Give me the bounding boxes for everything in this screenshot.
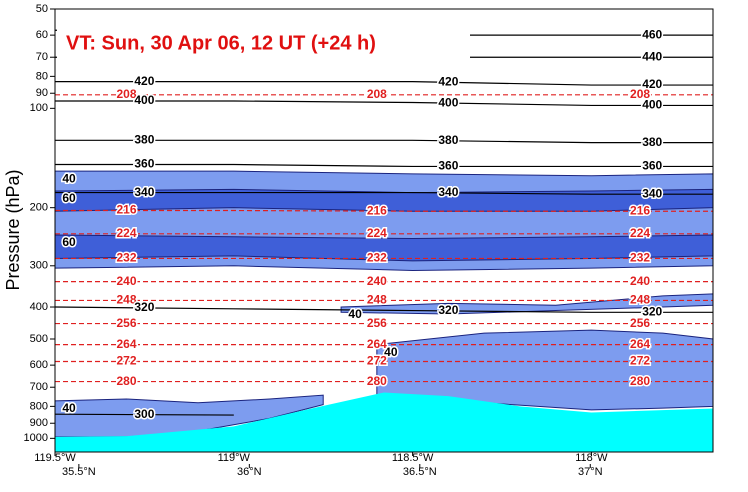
isentrope-label: 340 bbox=[134, 185, 154, 199]
isentrope-line bbox=[55, 81, 713, 86]
isotherm-label: 216 bbox=[367, 203, 387, 217]
isotherm-label: 208 bbox=[630, 87, 650, 101]
isentrope-line bbox=[54, 413, 234, 416]
isotherm-label: 224 bbox=[630, 226, 650, 240]
axes-layer: 50 60 70 80 90 100 200 300 400 500 600 700 800 900 100… bbox=[24, 3, 609, 478]
isotherm-label: 248 bbox=[117, 293, 137, 307]
x-tick-label: 118°W bbox=[575, 452, 608, 464]
y-tick-label: 600 bbox=[30, 359, 48, 371]
isotherm-label: 248 bbox=[367, 293, 387, 307]
isotherm-line bbox=[55, 209, 713, 212]
x2-tick-label: 36.5°N bbox=[403, 466, 437, 478]
isotherm-label: 240 bbox=[630, 274, 650, 288]
isotherm-label: 248 bbox=[630, 293, 650, 307]
isotach-label: 40 bbox=[62, 401, 76, 415]
y-tick-label: 50 bbox=[36, 3, 48, 15]
isotach-label: 40 bbox=[62, 171, 76, 185]
isotherm-label: 272 bbox=[117, 354, 137, 368]
isotherm-label: 224 bbox=[117, 226, 137, 240]
isentrope-label: 400 bbox=[642, 98, 662, 112]
isotherm-label: 256 bbox=[117, 316, 137, 330]
isotherm-label: 256 bbox=[367, 316, 387, 330]
x2-tick-label: 36°N bbox=[237, 466, 262, 478]
isentrope-label: 400 bbox=[438, 95, 458, 109]
x2-tick-label: 37°N bbox=[578, 466, 603, 478]
isotherm-label: 232 bbox=[117, 251, 137, 265]
isotach-label: 40 bbox=[348, 307, 362, 321]
isentrope-label: 420 bbox=[642, 77, 662, 91]
isentrope-line bbox=[55, 191, 713, 195]
isotach-label: 60 bbox=[62, 235, 76, 249]
plot-frame bbox=[54, 8, 714, 453]
isentrope-label: 320 bbox=[642, 304, 662, 318]
x2-tick-label: 35.5°N bbox=[62, 466, 96, 478]
isentrope-label: 420 bbox=[134, 74, 154, 88]
y-axis-label: Pressure (hPa) bbox=[3, 169, 23, 290]
isotherm-label: 240 bbox=[117, 274, 137, 288]
x-tick-label: 118.5°W bbox=[392, 452, 434, 464]
isentrope-label: 440 bbox=[642, 49, 662, 63]
y-tick-label: 800 bbox=[30, 400, 48, 412]
y-tick-label: 400 bbox=[30, 301, 48, 313]
isotherm-label: 216 bbox=[630, 203, 650, 217]
isentrope-label: 360 bbox=[134, 157, 154, 171]
isotherm-label: 232 bbox=[367, 251, 387, 265]
isentrope-label: 420 bbox=[438, 74, 458, 88]
terrain-layer bbox=[55, 392, 713, 452]
isotherm-label: 264 bbox=[367, 337, 387, 351]
isentrope-label: 300 bbox=[134, 407, 154, 421]
isotherm-label: 272 bbox=[367, 354, 387, 368]
isentrope-label: 360 bbox=[438, 159, 458, 173]
isotherm-label: 240 bbox=[367, 274, 387, 288]
isotherm-label: 224 bbox=[367, 226, 387, 240]
x-tick-label: 119.5°W bbox=[34, 452, 76, 464]
y-tick-label: 90 bbox=[36, 87, 48, 99]
isotherm-label: 280 bbox=[367, 374, 387, 388]
isotherm-label: 216 bbox=[117, 203, 137, 217]
isentrope-label: 460 bbox=[642, 27, 662, 41]
x-tick-label: 119°W bbox=[218, 452, 251, 464]
isotherm-label: 280 bbox=[117, 374, 137, 388]
isotherm-label: 280 bbox=[630, 374, 650, 388]
y-tick-label: 200 bbox=[30, 202, 48, 214]
y-tick-label: 500 bbox=[30, 333, 48, 345]
isentrope-label: 340 bbox=[642, 186, 662, 200]
isentrope-label: 380 bbox=[134, 132, 154, 146]
isotherm-label: 256 bbox=[630, 316, 650, 330]
isotherm-label: 232 bbox=[630, 251, 650, 265]
isentrope-label: 320 bbox=[438, 303, 458, 317]
y-tick-label: 100 bbox=[30, 102, 48, 114]
chart-title: VT: Sun, 30 Apr 06, 12 UT (+24 h) bbox=[66, 32, 376, 54]
isotach-label: 40 bbox=[384, 345, 398, 359]
y-tick-label: 300 bbox=[30, 260, 48, 272]
isentrope-label: 380 bbox=[642, 135, 662, 149]
isentrope-line bbox=[55, 163, 713, 168]
isentrope-label: 380 bbox=[438, 133, 458, 147]
isentrope-line bbox=[55, 100, 713, 107]
isentrope-label: 360 bbox=[642, 159, 662, 173]
isotherm-label: 208 bbox=[367, 87, 387, 101]
isotherm-label: 264 bbox=[117, 337, 137, 351]
isentrope-label: 400 bbox=[134, 93, 154, 107]
y-tick-label: 60 bbox=[36, 29, 48, 41]
isotherm-label: 264 bbox=[630, 337, 650, 351]
y-tick-label: 900 bbox=[30, 417, 48, 429]
isentrope-label: 340 bbox=[438, 185, 458, 199]
title-box bbox=[57, 22, 470, 64]
y-tick-label: 700 bbox=[30, 381, 48, 393]
isentrope-line bbox=[54, 306, 713, 313]
y-tick-label: 80 bbox=[36, 70, 48, 82]
isotach-layer bbox=[54, 170, 714, 438]
isentrope-label: 320 bbox=[134, 300, 154, 314]
isotach-label: 60 bbox=[62, 191, 76, 205]
isotherm-label: 272 bbox=[630, 354, 650, 368]
isentrope-line bbox=[55, 139, 713, 144]
y-tick-label: 70 bbox=[36, 51, 48, 63]
terrain bbox=[55, 392, 713, 452]
isotherm-label: 208 bbox=[117, 87, 137, 101]
y-tick-label: 1000 bbox=[24, 432, 48, 444]
